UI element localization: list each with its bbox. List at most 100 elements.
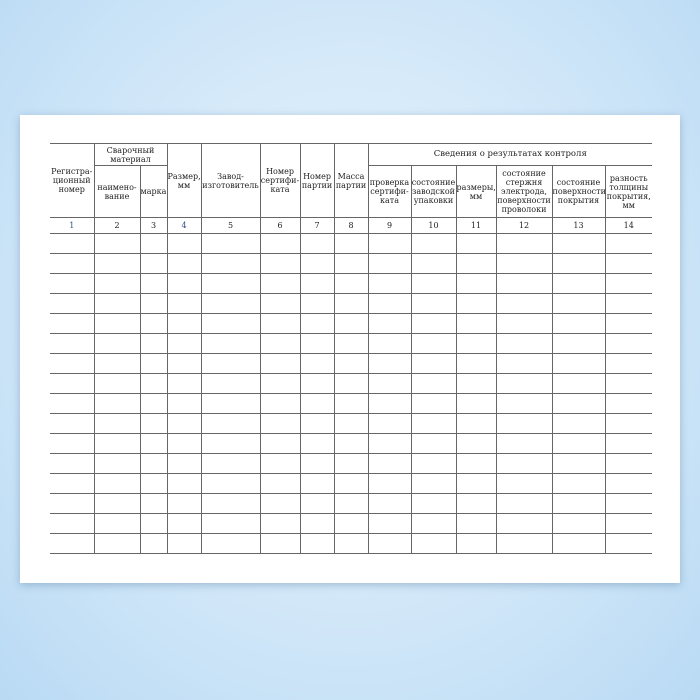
empty-cell[interactable] xyxy=(93,253,141,274)
empty-cell[interactable] xyxy=(604,413,653,434)
empty-cell[interactable] xyxy=(50,373,95,394)
empty-cell[interactable] xyxy=(200,313,261,334)
empty-cell[interactable] xyxy=(50,513,95,534)
empty-cell[interactable] xyxy=(139,233,168,254)
empty-cell[interactable] xyxy=(367,453,412,474)
empty-cell[interactable] xyxy=(333,333,369,354)
empty-cell[interactable] xyxy=(367,333,412,354)
empty-cell[interactable] xyxy=(50,533,95,554)
empty-cell[interactable] xyxy=(410,453,457,474)
empty-cell[interactable] xyxy=(455,453,497,474)
empty-cell[interactable] xyxy=(604,473,653,494)
empty-cell[interactable] xyxy=(259,273,301,294)
empty-cell[interactable] xyxy=(200,333,261,354)
empty-cell[interactable] xyxy=(551,333,606,354)
empty-cell[interactable] xyxy=(551,293,606,314)
empty-cell[interactable] xyxy=(200,473,261,494)
empty-cell[interactable] xyxy=(200,293,261,314)
empty-cell[interactable] xyxy=(455,533,497,554)
empty-cell[interactable] xyxy=(495,353,553,374)
empty-cell[interactable] xyxy=(299,493,335,514)
empty-cell[interactable] xyxy=(495,293,553,314)
empty-cell[interactable] xyxy=(299,293,335,314)
empty-cell[interactable] xyxy=(166,353,202,374)
empty-cell[interactable] xyxy=(200,353,261,374)
empty-cell[interactable] xyxy=(551,413,606,434)
empty-cell[interactable] xyxy=(259,293,301,314)
empty-cell[interactable] xyxy=(410,253,457,274)
empty-cell[interactable] xyxy=(410,373,457,394)
empty-cell[interactable] xyxy=(50,353,95,374)
empty-cell[interactable] xyxy=(259,353,301,374)
empty-cell[interactable] xyxy=(139,413,168,434)
empty-cell[interactable] xyxy=(604,293,653,314)
empty-cell[interactable] xyxy=(367,393,412,414)
empty-cell[interactable] xyxy=(410,493,457,514)
empty-cell[interactable] xyxy=(410,273,457,294)
empty-cell[interactable] xyxy=(410,413,457,434)
empty-cell[interactable] xyxy=(551,373,606,394)
empty-cell[interactable] xyxy=(93,433,141,454)
empty-cell[interactable] xyxy=(166,233,202,254)
empty-cell[interactable] xyxy=(200,233,261,254)
empty-cell[interactable] xyxy=(455,433,497,454)
empty-cell[interactable] xyxy=(166,473,202,494)
empty-cell[interactable] xyxy=(455,393,497,414)
empty-cell[interactable] xyxy=(455,313,497,334)
empty-cell[interactable] xyxy=(367,433,412,454)
empty-cell[interactable] xyxy=(139,513,168,534)
empty-cell[interactable] xyxy=(604,253,653,274)
empty-cell[interactable] xyxy=(200,493,261,514)
empty-cell[interactable] xyxy=(495,393,553,414)
empty-cell[interactable] xyxy=(93,473,141,494)
empty-cell[interactable] xyxy=(604,393,653,414)
empty-cell[interactable] xyxy=(299,233,335,254)
empty-cell[interactable] xyxy=(333,293,369,314)
empty-cell[interactable] xyxy=(166,253,202,274)
empty-cell[interactable] xyxy=(93,393,141,414)
empty-cell[interactable] xyxy=(166,513,202,534)
empty-cell[interactable] xyxy=(333,533,369,554)
empty-cell[interactable] xyxy=(455,233,497,254)
empty-cell[interactable] xyxy=(333,393,369,414)
empty-cell[interactable] xyxy=(93,233,141,254)
empty-cell[interactable] xyxy=(50,273,95,294)
empty-cell[interactable] xyxy=(50,233,95,254)
empty-cell[interactable] xyxy=(333,513,369,534)
empty-cell[interactable] xyxy=(200,513,261,534)
empty-cell[interactable] xyxy=(367,513,412,534)
empty-cell[interactable] xyxy=(259,433,301,454)
empty-cell[interactable] xyxy=(367,233,412,254)
empty-cell[interactable] xyxy=(93,273,141,294)
empty-cell[interactable] xyxy=(259,313,301,334)
empty-cell[interactable] xyxy=(139,393,168,414)
empty-cell[interactable] xyxy=(166,533,202,554)
empty-cell[interactable] xyxy=(200,433,261,454)
empty-cell[interactable] xyxy=(93,413,141,434)
empty-cell[interactable] xyxy=(259,253,301,274)
empty-cell[interactable] xyxy=(200,413,261,434)
empty-cell[interactable] xyxy=(93,353,141,374)
empty-cell[interactable] xyxy=(166,413,202,434)
empty-cell[interactable] xyxy=(166,373,202,394)
empty-cell[interactable] xyxy=(367,373,412,394)
empty-cell[interactable] xyxy=(551,313,606,334)
empty-cell[interactable] xyxy=(333,473,369,494)
empty-cell[interactable] xyxy=(367,493,412,514)
empty-cell[interactable] xyxy=(495,373,553,394)
empty-cell[interactable] xyxy=(410,293,457,314)
empty-cell[interactable] xyxy=(200,253,261,274)
empty-cell[interactable] xyxy=(299,453,335,474)
empty-cell[interactable] xyxy=(166,393,202,414)
empty-cell[interactable] xyxy=(495,513,553,534)
empty-cell[interactable] xyxy=(139,373,168,394)
empty-cell[interactable] xyxy=(495,433,553,454)
empty-cell[interactable] xyxy=(367,253,412,274)
empty-cell[interactable] xyxy=(551,253,606,274)
empty-cell[interactable] xyxy=(333,413,369,434)
empty-cell[interactable] xyxy=(604,513,653,534)
empty-cell[interactable] xyxy=(455,413,497,434)
empty-cell[interactable] xyxy=(367,413,412,434)
empty-cell[interactable] xyxy=(166,293,202,314)
empty-cell[interactable] xyxy=(50,453,95,474)
